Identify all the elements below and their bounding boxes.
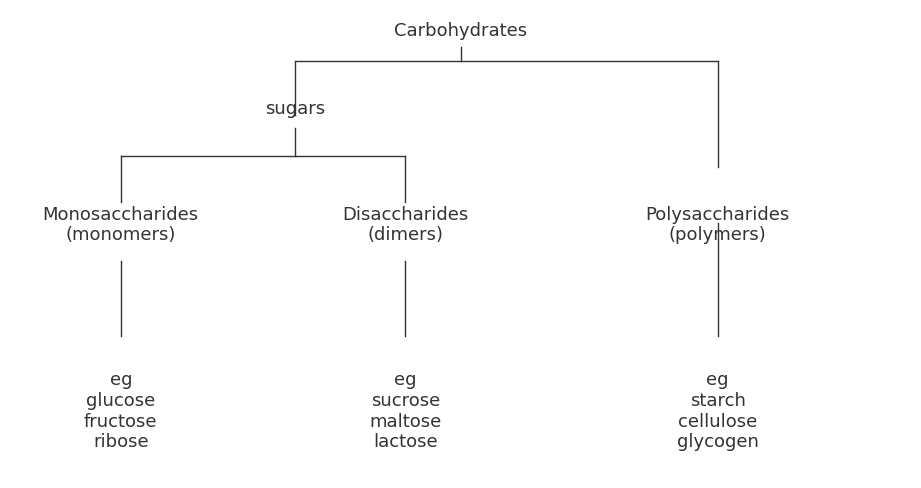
Text: Polysaccharides
(polymers): Polysaccharides (polymers)	[646, 205, 789, 244]
Text: eg
starch
cellulose
glycogen: eg starch cellulose glycogen	[677, 370, 759, 450]
Text: eg
glucose
fructose
ribose: eg glucose fructose ribose	[84, 370, 157, 450]
Text: Monosaccharides
(monomers): Monosaccharides (monomers)	[42, 205, 199, 244]
Text: eg
sucrose
maltose
lactose: eg sucrose maltose lactose	[369, 370, 441, 450]
Text: Disaccharides
(dimers): Disaccharides (dimers)	[343, 205, 469, 244]
Text: sugars: sugars	[265, 100, 325, 118]
Text: Carbohydrates: Carbohydrates	[394, 22, 527, 40]
